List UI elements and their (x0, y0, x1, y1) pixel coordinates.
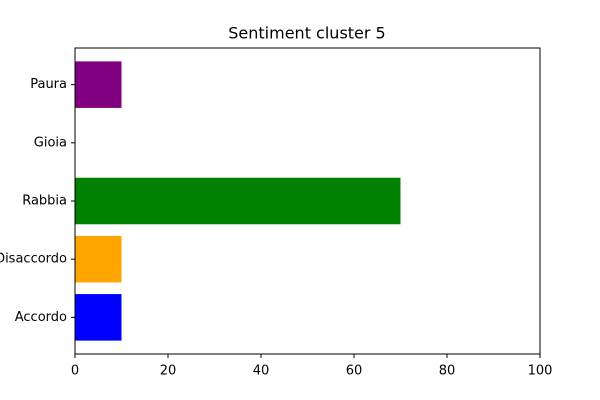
y-tick-label: Disaccordo (0, 252, 67, 267)
chart-title: Sentiment cluster 5 (228, 24, 385, 43)
x-tick-label: 20 (160, 364, 177, 379)
x-tick-label: 0 (71, 364, 79, 379)
y-tick-label: Paura (30, 77, 67, 92)
x-tick-label: 40 (253, 364, 270, 379)
y-tick-label: Rabbia (22, 194, 67, 209)
bar (75, 177, 401, 225)
y-tick-label: Accordo (15, 310, 67, 325)
bar (75, 61, 122, 108)
bar (75, 235, 122, 283)
x-tick-label: 80 (439, 364, 456, 379)
y-tick-label: Gioia (34, 135, 67, 150)
x-tick-label: 100 (528, 364, 553, 379)
plot-frame (74, 47, 541, 355)
x-tick-label: 60 (346, 364, 363, 379)
bar (75, 294, 122, 341)
